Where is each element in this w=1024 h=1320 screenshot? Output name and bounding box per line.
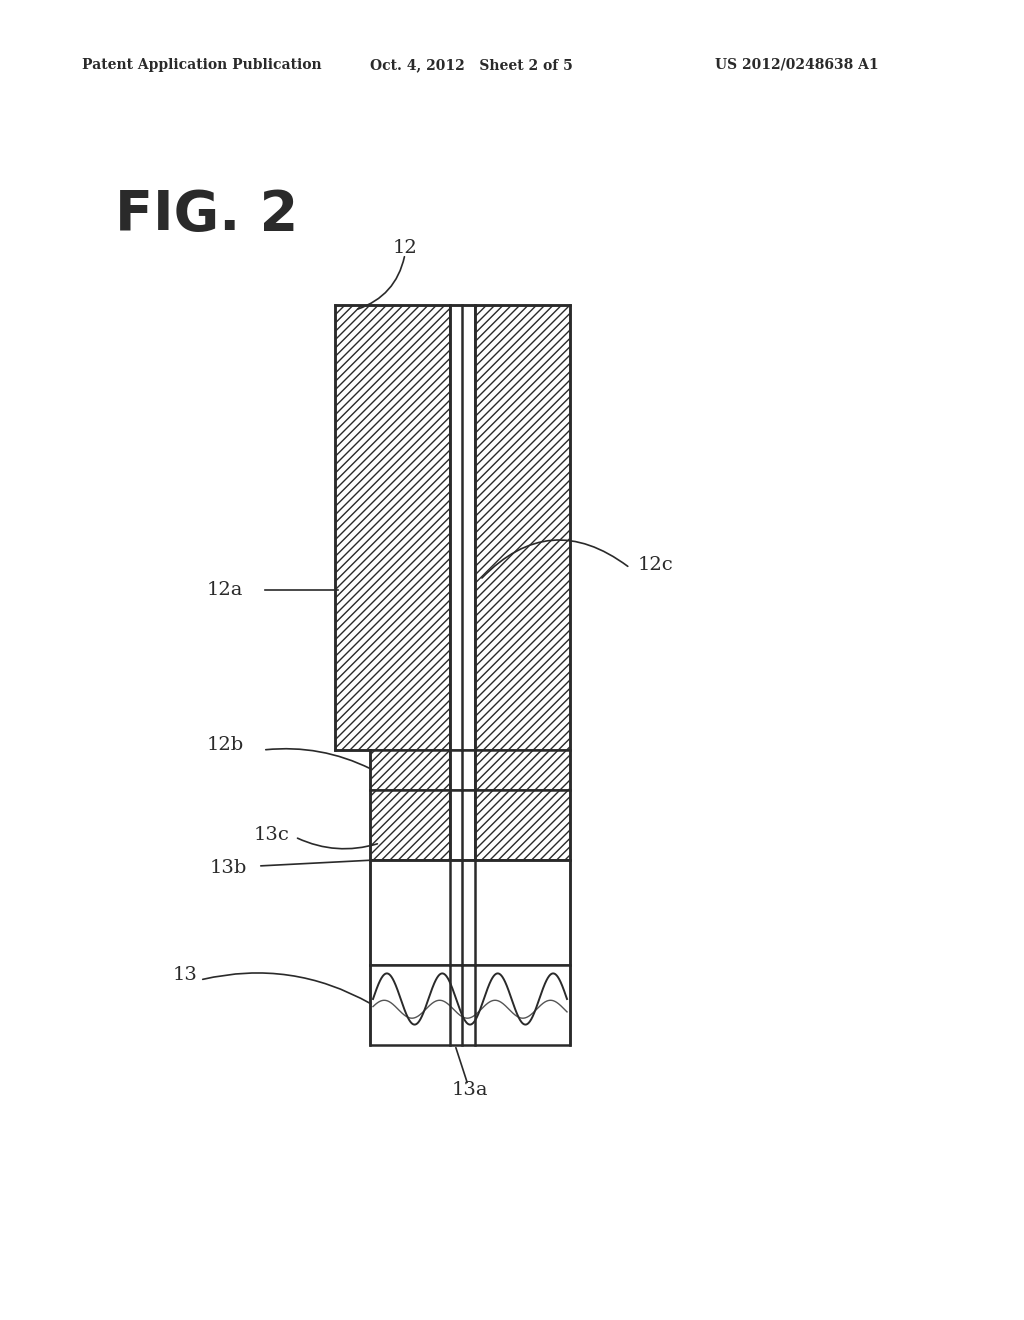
- Text: 12: 12: [392, 239, 418, 257]
- Text: Patent Application Publication: Patent Application Publication: [82, 58, 322, 73]
- Bar: [370, 750, 450, 789]
- Text: 12c: 12c: [637, 556, 673, 574]
- Bar: [475, 305, 570, 750]
- Bar: [370, 789, 450, 861]
- Text: US 2012/0248638 A1: US 2012/0248638 A1: [715, 58, 879, 73]
- Text: 13b: 13b: [209, 859, 247, 876]
- Bar: [450, 750, 475, 789]
- Bar: [475, 789, 570, 861]
- Bar: [370, 861, 570, 965]
- Text: Oct. 4, 2012   Sheet 2 of 5: Oct. 4, 2012 Sheet 2 of 5: [370, 58, 572, 73]
- Text: FIG. 2: FIG. 2: [115, 187, 298, 242]
- Text: 12b: 12b: [207, 737, 244, 754]
- Text: 12a: 12a: [207, 581, 243, 599]
- Bar: [335, 305, 450, 750]
- Bar: [475, 750, 570, 789]
- Bar: [450, 789, 475, 861]
- Text: 13a: 13a: [452, 1081, 488, 1100]
- Bar: [370, 965, 570, 1045]
- Text: 13c: 13c: [254, 826, 290, 843]
- Bar: [450, 305, 475, 750]
- Text: 13: 13: [173, 966, 198, 983]
